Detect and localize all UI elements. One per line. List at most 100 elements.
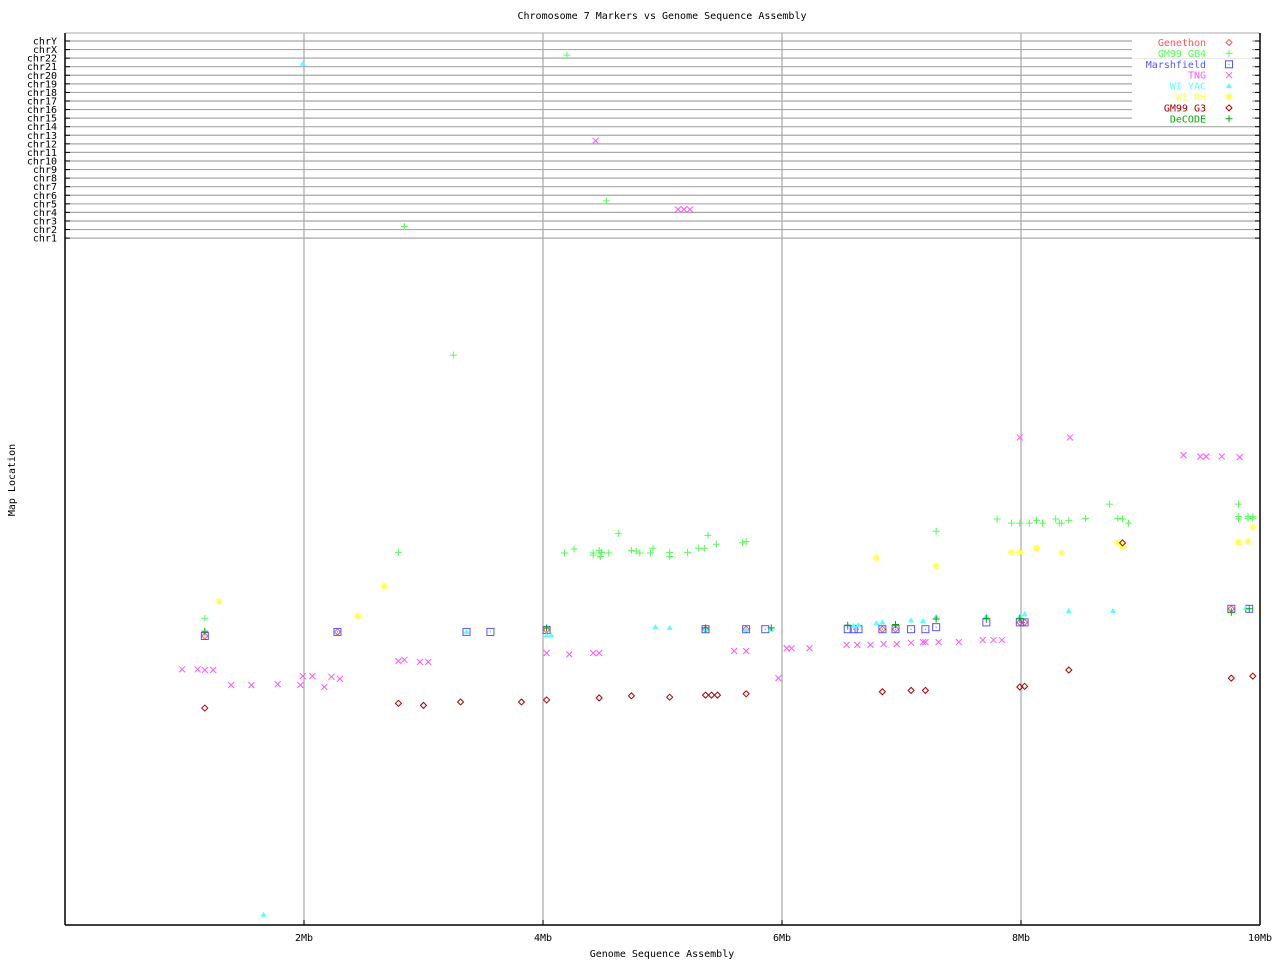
data-point-tng	[274, 680, 282, 688]
data-point-gm99-g3	[742, 690, 750, 698]
y-tick-label: chr4	[33, 208, 57, 219]
data-point-gm99-g3	[394, 699, 403, 708]
data-point-wi-yac	[260, 911, 267, 917]
data-point-gm99-gb4	[1065, 516, 1073, 524]
data-point-wi-rh	[932, 562, 940, 570]
data-point-wi-rh	[1249, 523, 1257, 531]
data-point-decode	[702, 624, 710, 632]
data-point-tng	[907, 639, 915, 647]
legend-background	[1132, 47, 1252, 59]
data-point-tng	[565, 651, 573, 658]
data-point-decode	[982, 614, 990, 622]
data-point-gm99-gb4	[1105, 500, 1113, 508]
data-point-tng	[853, 641, 861, 649]
data-point-wi-yac	[850, 622, 857, 628]
data-point-gm99-gb4	[201, 614, 209, 622]
data-point-gm99-gb4	[1234, 500, 1242, 508]
data-point-gm99-gb4	[563, 51, 571, 59]
data-point-tng	[395, 657, 402, 665]
data-point-gm99-gb4	[394, 548, 402, 556]
grid	[65, 32, 1260, 925]
data-point-gm99-gb4	[449, 351, 457, 359]
data-point-tng	[178, 665, 186, 673]
data-point-gm99-gb4	[704, 531, 712, 539]
y-tick-label: chrX	[33, 45, 57, 56]
legend-label: WI RH	[1176, 93, 1206, 104]
data-point-gm99-gb4	[627, 546, 635, 554]
data-point-tng	[775, 674, 782, 682]
data-point-tng	[299, 672, 307, 680]
data-point-tng	[935, 638, 942, 646]
data-point-tng	[401, 656, 408, 664]
data-point-decode	[767, 624, 775, 632]
data-point-tng	[680, 206, 688, 213]
data-point-tng	[592, 137, 599, 145]
data-point-wi-yac	[1065, 607, 1072, 613]
data-point-tng	[922, 638, 929, 646]
data-point-wi-yac	[743, 626, 750, 632]
data-point-tng	[543, 649, 550, 657]
data-point-gm99-g3	[419, 701, 428, 710]
data-point-marshfield	[333, 627, 342, 636]
data-point-tng	[1218, 453, 1226, 460]
data-points	[178, 51, 1257, 917]
legend-label: GM99 G3	[1164, 103, 1206, 114]
y-tick-label: chr9	[33, 165, 57, 176]
data-point-tng	[328, 673, 335, 681]
data-point-wi-yac	[1021, 611, 1028, 617]
data-point-marshfield	[921, 625, 930, 634]
data-point-tng	[1202, 453, 1210, 460]
data-point-tng	[893, 640, 901, 648]
x-tick-label: 4Mb	[534, 933, 552, 944]
data-point-marshfield	[761, 625, 770, 634]
data-point-gm99-g3	[1020, 682, 1029, 691]
data-point-tng	[209, 666, 217, 674]
data-point-gm99-gb4	[666, 552, 674, 560]
data-point-gm99-g3	[921, 686, 930, 695]
data-point-tng	[867, 641, 874, 649]
data-point-gm99-gb4	[1125, 519, 1133, 527]
legend-marker	[1225, 38, 1233, 47]
data-point-wi-yac	[652, 624, 659, 630]
legend-marker	[1225, 49, 1233, 57]
legend-label: Marshfield	[1146, 60, 1206, 71]
data-point-gm99-gb4	[1025, 519, 1033, 527]
x-tick-label: 8Mb	[1012, 933, 1030, 944]
data-point-gm99-gb4	[647, 549, 655, 557]
y-axis-label: Map Location	[7, 444, 18, 516]
data-point-gm99-gb4	[1039, 519, 1047, 527]
data-point-tng	[424, 658, 432, 666]
data-point-tng	[595, 649, 603, 657]
legend-background	[1132, 58, 1252, 70]
data-point-tng	[730, 647, 738, 655]
data-point-gm99-g3	[1249, 672, 1257, 680]
data-point-wi-rh	[354, 612, 362, 620]
data-point-gm99-gb4	[596, 552, 604, 560]
data-point-wi-rh	[1058, 549, 1066, 557]
data-point-gm99-gb4	[684, 548, 692, 556]
data-point-wi-yac	[879, 619, 886, 625]
data-point-gm99-gb4	[712, 540, 720, 548]
data-point-wi-rh	[1114, 539, 1122, 547]
data-point-tng	[979, 636, 987, 644]
data-point-gm99-gb4	[1007, 519, 1015, 527]
data-point-gm99-gb4	[1234, 515, 1242, 523]
y-tick-label: chr3	[33, 216, 57, 227]
data-point-gm99-gb4	[649, 544, 657, 552]
data-point-wi-yac	[666, 624, 673, 630]
legend-background	[1132, 102, 1252, 113]
y-tick-label: chr12	[27, 139, 57, 150]
data-point-gm99-gb4	[1082, 514, 1090, 522]
data-point-tng	[1236, 453, 1244, 461]
data-point-wi-yac	[920, 618, 927, 624]
legend-background	[1132, 91, 1252, 102]
data-point-marshfield	[932, 623, 941, 632]
y-tick-label: chr20	[27, 71, 57, 82]
data-point-wi-yac	[1242, 605, 1249, 611]
data-point-gm99-gb4	[589, 551, 597, 559]
legend-marker	[1225, 71, 1233, 79]
data-point-tng	[686, 206, 694, 213]
y-tick-label: chrY	[33, 37, 57, 48]
data-point-wi-yac	[855, 622, 862, 628]
